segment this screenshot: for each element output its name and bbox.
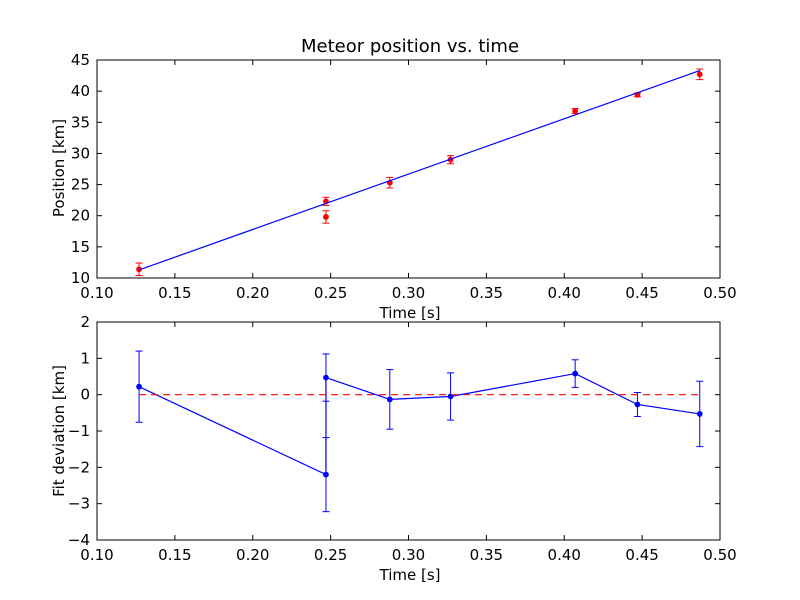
y-tick-label: 10 (71, 269, 90, 287)
data-point (447, 393, 454, 400)
position-chart: Meteor position vs. time 0.10 0.15 0.20 0.2… (50, 36, 737, 322)
x-axis-label: Time [s] (379, 304, 441, 322)
x-tick-label: 0.40 (548, 284, 581, 302)
deviation-line (138, 372, 700, 476)
y-tick-label: −3 (68, 495, 90, 513)
x-tick-label: 0.50 (703, 546, 736, 564)
fit-line (138, 70, 700, 271)
x-tick-label: 0.10 (80, 546, 113, 564)
x-tick-label: 0.25 (314, 546, 347, 564)
x-tick-label: 0.15 (158, 546, 191, 564)
data-point (634, 401, 641, 408)
x-tick-label: 0.20 (236, 284, 269, 302)
axes-frame (96, 59, 721, 279)
y-axis-label: Position [km] (50, 119, 68, 217)
axes-frame (96, 321, 721, 541)
deviation-chart: 0.10 0.15 0.20 0.25 0.30 0.35 0.40 0.45 0.50 −4 −3… (50, 313, 737, 584)
y-tick-label: 45 (71, 51, 90, 69)
x-tick-label: 0.30 (392, 284, 425, 302)
y-tick-label: 20 (71, 207, 90, 225)
y-tick-label: −1 (68, 422, 90, 440)
data-point (572, 370, 579, 377)
chart-title: Meteor position vs. time (301, 36, 519, 57)
deviation-plot-area: 0.10 0.15 0.20 0.25 0.30 0.35 0.40 0.45 0.50 −4 −3… (68, 313, 737, 564)
x-tick-label: 0.20 (236, 546, 269, 564)
data-point (386, 396, 393, 403)
y-axis-label: Fit deviation [km] (50, 365, 68, 497)
x-tick-label: 0.35 (470, 284, 503, 302)
data-point (696, 71, 703, 78)
y-tick-label: 1 (80, 349, 90, 367)
y-tick-label: −4 (68, 531, 90, 549)
x-tick-label: 0.45 (625, 546, 658, 564)
x-tick-label: 0.15 (158, 284, 191, 302)
y-tick-label: 2 (80, 313, 90, 331)
data-point (323, 374, 329, 381)
data-point (696, 411, 703, 417)
x-tick-label: 0.45 (625, 284, 658, 302)
data-point (136, 383, 142, 390)
x-tick-label: 0.50 (703, 284, 736, 302)
x-axis-label: Time [s] (379, 566, 441, 584)
position-plot-area: 0.10 0.15 0.20 0.25 0.30 0.35 0.40 0.45 0.50 10 15… (71, 51, 737, 302)
y-tick-label: 0 (80, 386, 90, 404)
x-tick-label: 0.35 (470, 546, 503, 564)
x-tick-label: 0.30 (392, 546, 425, 564)
y-tick-label: 40 (71, 82, 90, 100)
data-point (323, 214, 329, 220)
y-tick-label: 15 (71, 238, 90, 256)
x-tick-label: 0.25 (314, 284, 347, 302)
data-point (323, 471, 329, 478)
y-tick-label: 35 (71, 113, 90, 131)
y-tick-label: 30 (71, 144, 90, 162)
y-tick-label: −2 (68, 458, 90, 476)
y-tick-label: 25 (71, 176, 90, 194)
x-tick-label: 0.40 (548, 546, 581, 564)
data-point (572, 108, 579, 114)
x-tick-label: 0.10 (80, 284, 113, 302)
